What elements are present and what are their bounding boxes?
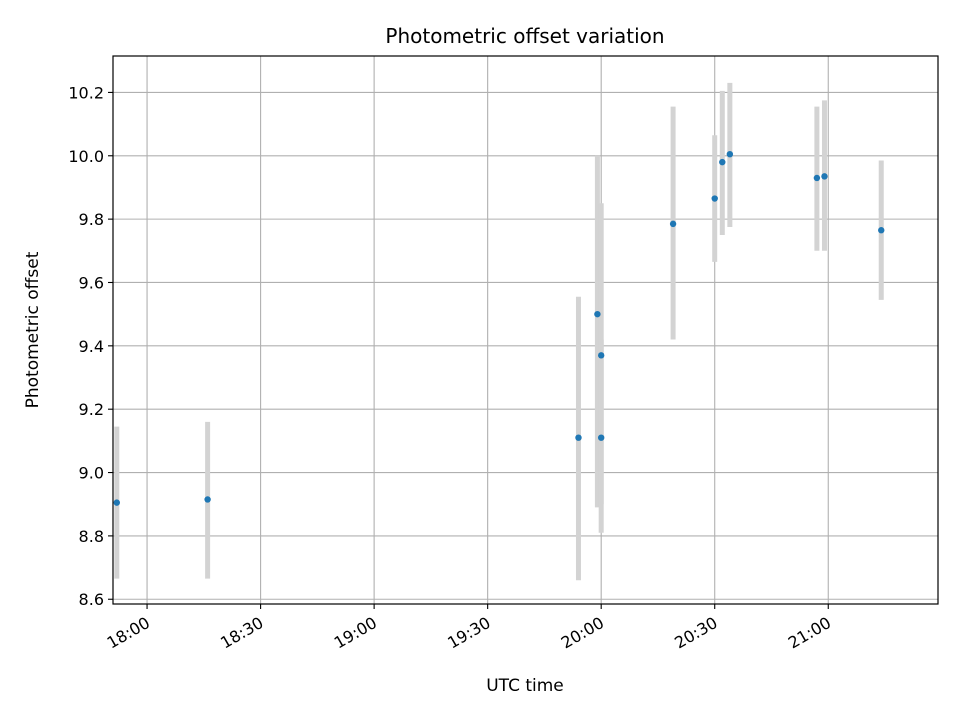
data-point	[597, 352, 605, 359]
data-point	[597, 434, 605, 441]
data-point	[204, 496, 211, 503]
y-axis-ticks: 8.6 8.8 9.0 9.2 9.4 9.6 9.8 10.0 10.2	[68, 83, 113, 609]
data-point	[726, 150, 734, 158]
data-point	[711, 195, 718, 202]
data-point	[813, 174, 821, 182]
data-point	[669, 220, 677, 228]
y-tick-label: 8.8	[79, 527, 104, 546]
y-tick-label: 9.6	[79, 273, 104, 292]
y-axis-title: Photometric offset	[23, 251, 43, 408]
y-tick-label: 9.2	[79, 400, 104, 419]
grid-lines	[113, 56, 938, 604]
error-bars	[114, 82, 884, 581]
x-tick-label: 20:30	[671, 613, 720, 653]
x-tick-label: 21:00	[785, 613, 834, 653]
x-tick-label: 19:00	[331, 613, 380, 653]
x-axis-ticks: 18:00 18:30 19:00 19:30 20:00 20:30 21:00	[104, 604, 834, 653]
data-point	[719, 158, 726, 166]
data-point	[878, 227, 885, 234]
x-tick-label: 19:30	[444, 613, 493, 653]
y-tick-label: 9.8	[79, 210, 104, 229]
y-tick-label: 9.0	[79, 464, 104, 483]
data-point	[575, 434, 582, 441]
x-tick-label: 18:00	[104, 613, 153, 653]
y-tick-label: 9.4	[79, 337, 104, 356]
y-tick-label: 10.2	[68, 83, 104, 102]
data-point	[594, 310, 601, 318]
data-points	[113, 150, 885, 506]
x-tick-label: 18:30	[217, 613, 266, 653]
y-tick-label: 10.0	[68, 147, 104, 166]
plot-area-frame	[112, 55, 939, 605]
data-point	[821, 173, 828, 180]
x-axis-title: UTC time	[486, 676, 564, 696]
chart-title: Photometric offset variation	[385, 24, 664, 48]
y-tick-label: 8.6	[79, 590, 104, 609]
data-point	[113, 499, 120, 506]
x-tick-label: 20:00	[558, 613, 607, 653]
